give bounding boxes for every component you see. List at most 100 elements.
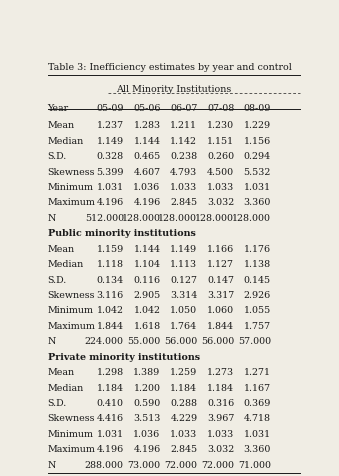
Text: 05-09: 05-09 [96,103,124,112]
Text: 0.316: 0.316 [207,398,234,407]
Text: 0.465: 0.465 [133,152,161,161]
Text: 1.211: 1.211 [171,121,197,130]
Text: 4.500: 4.500 [207,167,234,176]
Text: 07-08: 07-08 [207,103,234,112]
Text: 4.793: 4.793 [170,167,197,176]
Text: 05-06: 05-06 [133,103,161,112]
Text: 5.532: 5.532 [243,167,271,176]
Text: 57.000: 57.000 [238,337,271,346]
Text: 72.000: 72.000 [164,460,197,469]
Text: 3.032: 3.032 [207,198,234,207]
Text: 08-09: 08-09 [243,103,271,112]
Text: 1.138: 1.138 [244,260,271,268]
Text: 128.000: 128.000 [232,213,271,222]
Text: Mean: Mean [47,244,75,253]
Text: Year: Year [47,103,69,112]
Text: Mean: Mean [47,367,75,377]
Text: 1.159: 1.159 [97,244,124,253]
Text: 1.060: 1.060 [207,306,234,315]
Text: S.D.: S.D. [47,152,67,161]
Text: 3.967: 3.967 [207,414,234,423]
Text: 1.298: 1.298 [97,367,124,377]
Text: 1.050: 1.050 [170,306,197,315]
Text: 0.288: 0.288 [171,398,197,407]
Text: 1.031: 1.031 [244,183,271,192]
Text: 3.317: 3.317 [207,290,234,299]
Text: Mean: Mean [47,121,75,130]
Text: Median: Median [47,137,84,146]
Text: 5.399: 5.399 [96,167,124,176]
Text: 128.000: 128.000 [158,213,197,222]
Text: 0.260: 0.260 [207,152,234,161]
Text: 512.000: 512.000 [85,213,124,222]
Text: 1.764: 1.764 [170,321,197,330]
Text: 1.149: 1.149 [97,137,124,146]
Text: 1.167: 1.167 [244,383,271,392]
Text: 1.273: 1.273 [207,367,234,377]
Text: 4.196: 4.196 [97,445,124,453]
Text: Median: Median [47,383,84,392]
Text: 1.389: 1.389 [133,367,161,377]
Text: 1.259: 1.259 [170,367,197,377]
Text: 56.000: 56.000 [164,337,197,346]
Text: 1.042: 1.042 [97,306,124,315]
Text: 1.144: 1.144 [134,244,161,253]
Text: 1.033: 1.033 [207,429,234,438]
Text: 0.328: 0.328 [97,152,124,161]
Text: Table 3: Inefficiency estimates by year and control: Table 3: Inefficiency estimates by year … [47,63,292,71]
Text: 06-07: 06-07 [170,103,197,112]
Text: 71.000: 71.000 [238,460,271,469]
Text: 1.031: 1.031 [97,183,124,192]
Text: Minimum: Minimum [47,306,94,315]
Text: 1.230: 1.230 [207,121,234,130]
Text: 1.031: 1.031 [244,429,271,438]
Text: 1.166: 1.166 [207,244,234,253]
Text: 1.283: 1.283 [134,121,161,130]
Text: Skewness: Skewness [47,167,95,176]
Text: 1.618: 1.618 [134,321,161,330]
Text: 1.184: 1.184 [207,383,234,392]
Text: 2.845: 2.845 [170,445,197,453]
Text: 4.196: 4.196 [97,198,124,207]
Text: 3.513: 3.513 [133,414,161,423]
Text: 1.142: 1.142 [171,137,197,146]
Text: N: N [47,460,56,469]
Text: 1.031: 1.031 [97,429,124,438]
Text: 288.000: 288.000 [85,460,124,469]
Text: 1.033: 1.033 [170,429,197,438]
Text: 1.184: 1.184 [171,383,197,392]
Text: 2.926: 2.926 [244,290,271,299]
Text: 1.033: 1.033 [170,183,197,192]
Text: 1.184: 1.184 [97,383,124,392]
Text: 1.042: 1.042 [134,306,161,315]
Text: 1.118: 1.118 [97,260,124,268]
Text: S.D.: S.D. [47,275,67,284]
Text: 1.156: 1.156 [244,137,271,146]
Text: 128.000: 128.000 [122,213,161,222]
Text: 1.844: 1.844 [97,321,124,330]
Text: 1.149: 1.149 [170,244,197,253]
Text: 1.200: 1.200 [134,383,161,392]
Text: Maximum: Maximum [47,445,96,453]
Text: All Minority Institutions: All Minority Institutions [116,85,231,94]
Text: 1.151: 1.151 [207,137,234,146]
Text: 1.229: 1.229 [244,121,271,130]
Text: Skewness: Skewness [47,414,95,423]
Text: 1.144: 1.144 [134,137,161,146]
Text: 1.033: 1.033 [207,183,234,192]
Text: 0.294: 0.294 [244,152,271,161]
Text: 1.271: 1.271 [244,367,271,377]
Text: Minimum: Minimum [47,429,94,438]
Text: 1.113: 1.113 [170,260,197,268]
Text: 4.416: 4.416 [97,414,124,423]
Text: 4.229: 4.229 [170,414,197,423]
Text: 3.314: 3.314 [170,290,197,299]
Text: 55.000: 55.000 [127,337,161,346]
Text: 73.000: 73.000 [127,460,161,469]
Text: 4.196: 4.196 [133,445,161,453]
Text: 0.116: 0.116 [134,275,161,284]
Text: 2.845: 2.845 [170,198,197,207]
Text: 2.905: 2.905 [133,290,161,299]
Text: 56.000: 56.000 [201,337,234,346]
Text: 0.410: 0.410 [97,398,124,407]
